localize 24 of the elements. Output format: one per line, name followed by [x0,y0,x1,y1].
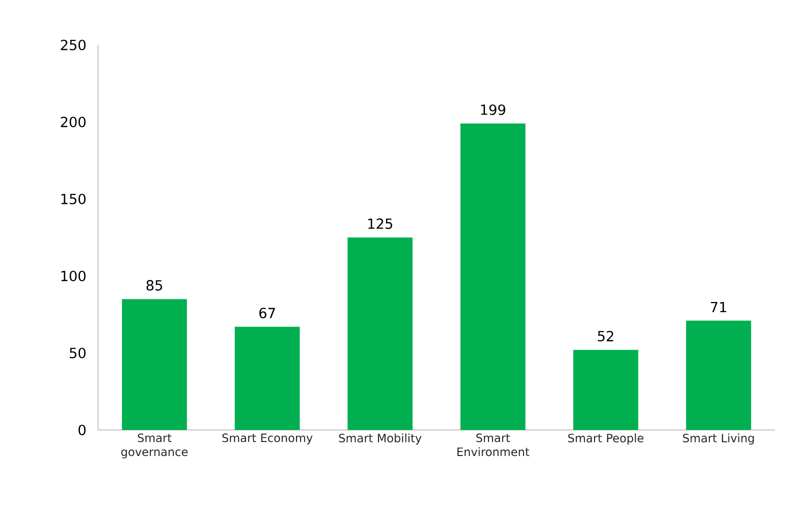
y-tick-label: 50 [70,348,86,358]
bar [460,124,526,430]
bar [573,350,638,430]
y-tick-label: 200 [60,116,86,128]
x-tick-label: Smart governance [121,434,188,458]
x-tick-label: Smart Living [683,434,754,445]
y-tick-label: 0 [78,424,86,436]
y-tick-label: 250 [60,40,86,50]
x-tick-label: Smart People [568,434,644,445]
x-tick-label: Smart Mobility [339,434,422,445]
bar [122,299,187,430]
data-label: 71 [710,302,726,312]
y-tick-label: 100 [61,270,86,282]
data-label: 125 [368,218,392,229]
data-label: 85 [146,280,162,291]
y-tick-label: 150 [61,194,86,204]
data-label: 52 [598,330,614,342]
data-label: 199 [481,104,506,116]
x-tick-label: Smart Economy [222,434,313,444]
bar [234,326,300,430]
bar [686,320,752,430]
data-label: 67 [259,308,275,318]
x-tick-label: Smart Environment [457,434,530,456]
bar [348,237,413,430]
